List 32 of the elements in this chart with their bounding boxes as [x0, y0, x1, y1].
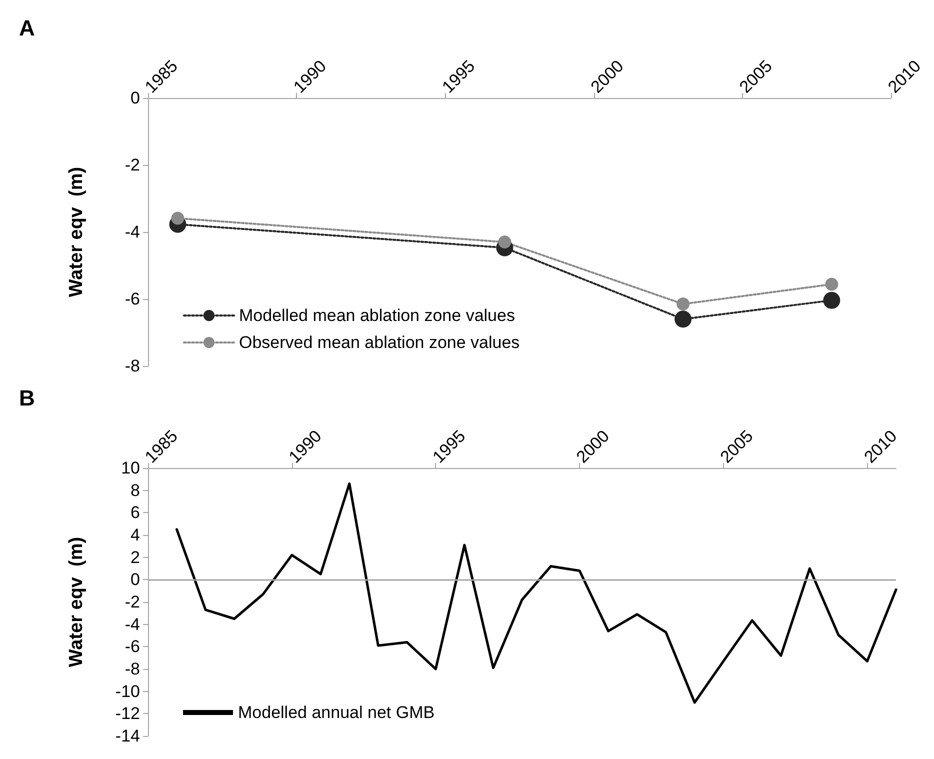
y-tick-label: 4 [130, 526, 140, 544]
y-tick-label: -4 [124, 614, 140, 634]
y-tick-label: -12 [115, 704, 140, 724]
point [498, 236, 512, 249]
chart-title: A [19, 16, 35, 40]
point [823, 292, 840, 309]
y-tick-label: 2 [130, 548, 140, 567]
point [674, 310, 692, 328]
y-axis-title: Water eqv (m) [66, 536, 87, 668]
y-tick-label: -8 [124, 660, 140, 678]
y-axis-title: Water eqv (m) [66, 166, 87, 298]
y-tick-label: -2 [124, 592, 140, 612]
y-tick-label: -14 [115, 726, 140, 746]
y-tick-label: 0 [130, 88, 140, 108]
y-tick-label: 0 [130, 570, 140, 590]
y-tick-label: 10 [121, 458, 140, 478]
point [676, 298, 690, 311]
chart-title: B [19, 386, 35, 410]
line-series [176, 482, 898, 704]
point [825, 278, 838, 291]
y-tick-label: 6 [130, 503, 140, 522]
y-tick-label: -8 [124, 356, 140, 376]
point [171, 212, 184, 225]
y-tick-label: -6 [124, 290, 140, 308]
legend-label: Observed mean ablation zone values [239, 333, 520, 352]
y-tick-label: -6 [124, 637, 140, 656]
legend-label: Modelled annual net GMB [238, 703, 435, 722]
y-tick-label: -4 [124, 222, 140, 242]
legend-label: Modelled mean ablation zone values [239, 306, 515, 325]
y-tick-label: 8 [130, 480, 140, 500]
y-tick-label: -10 [115, 682, 140, 701]
y-tick-label: -2 [124, 156, 140, 174]
